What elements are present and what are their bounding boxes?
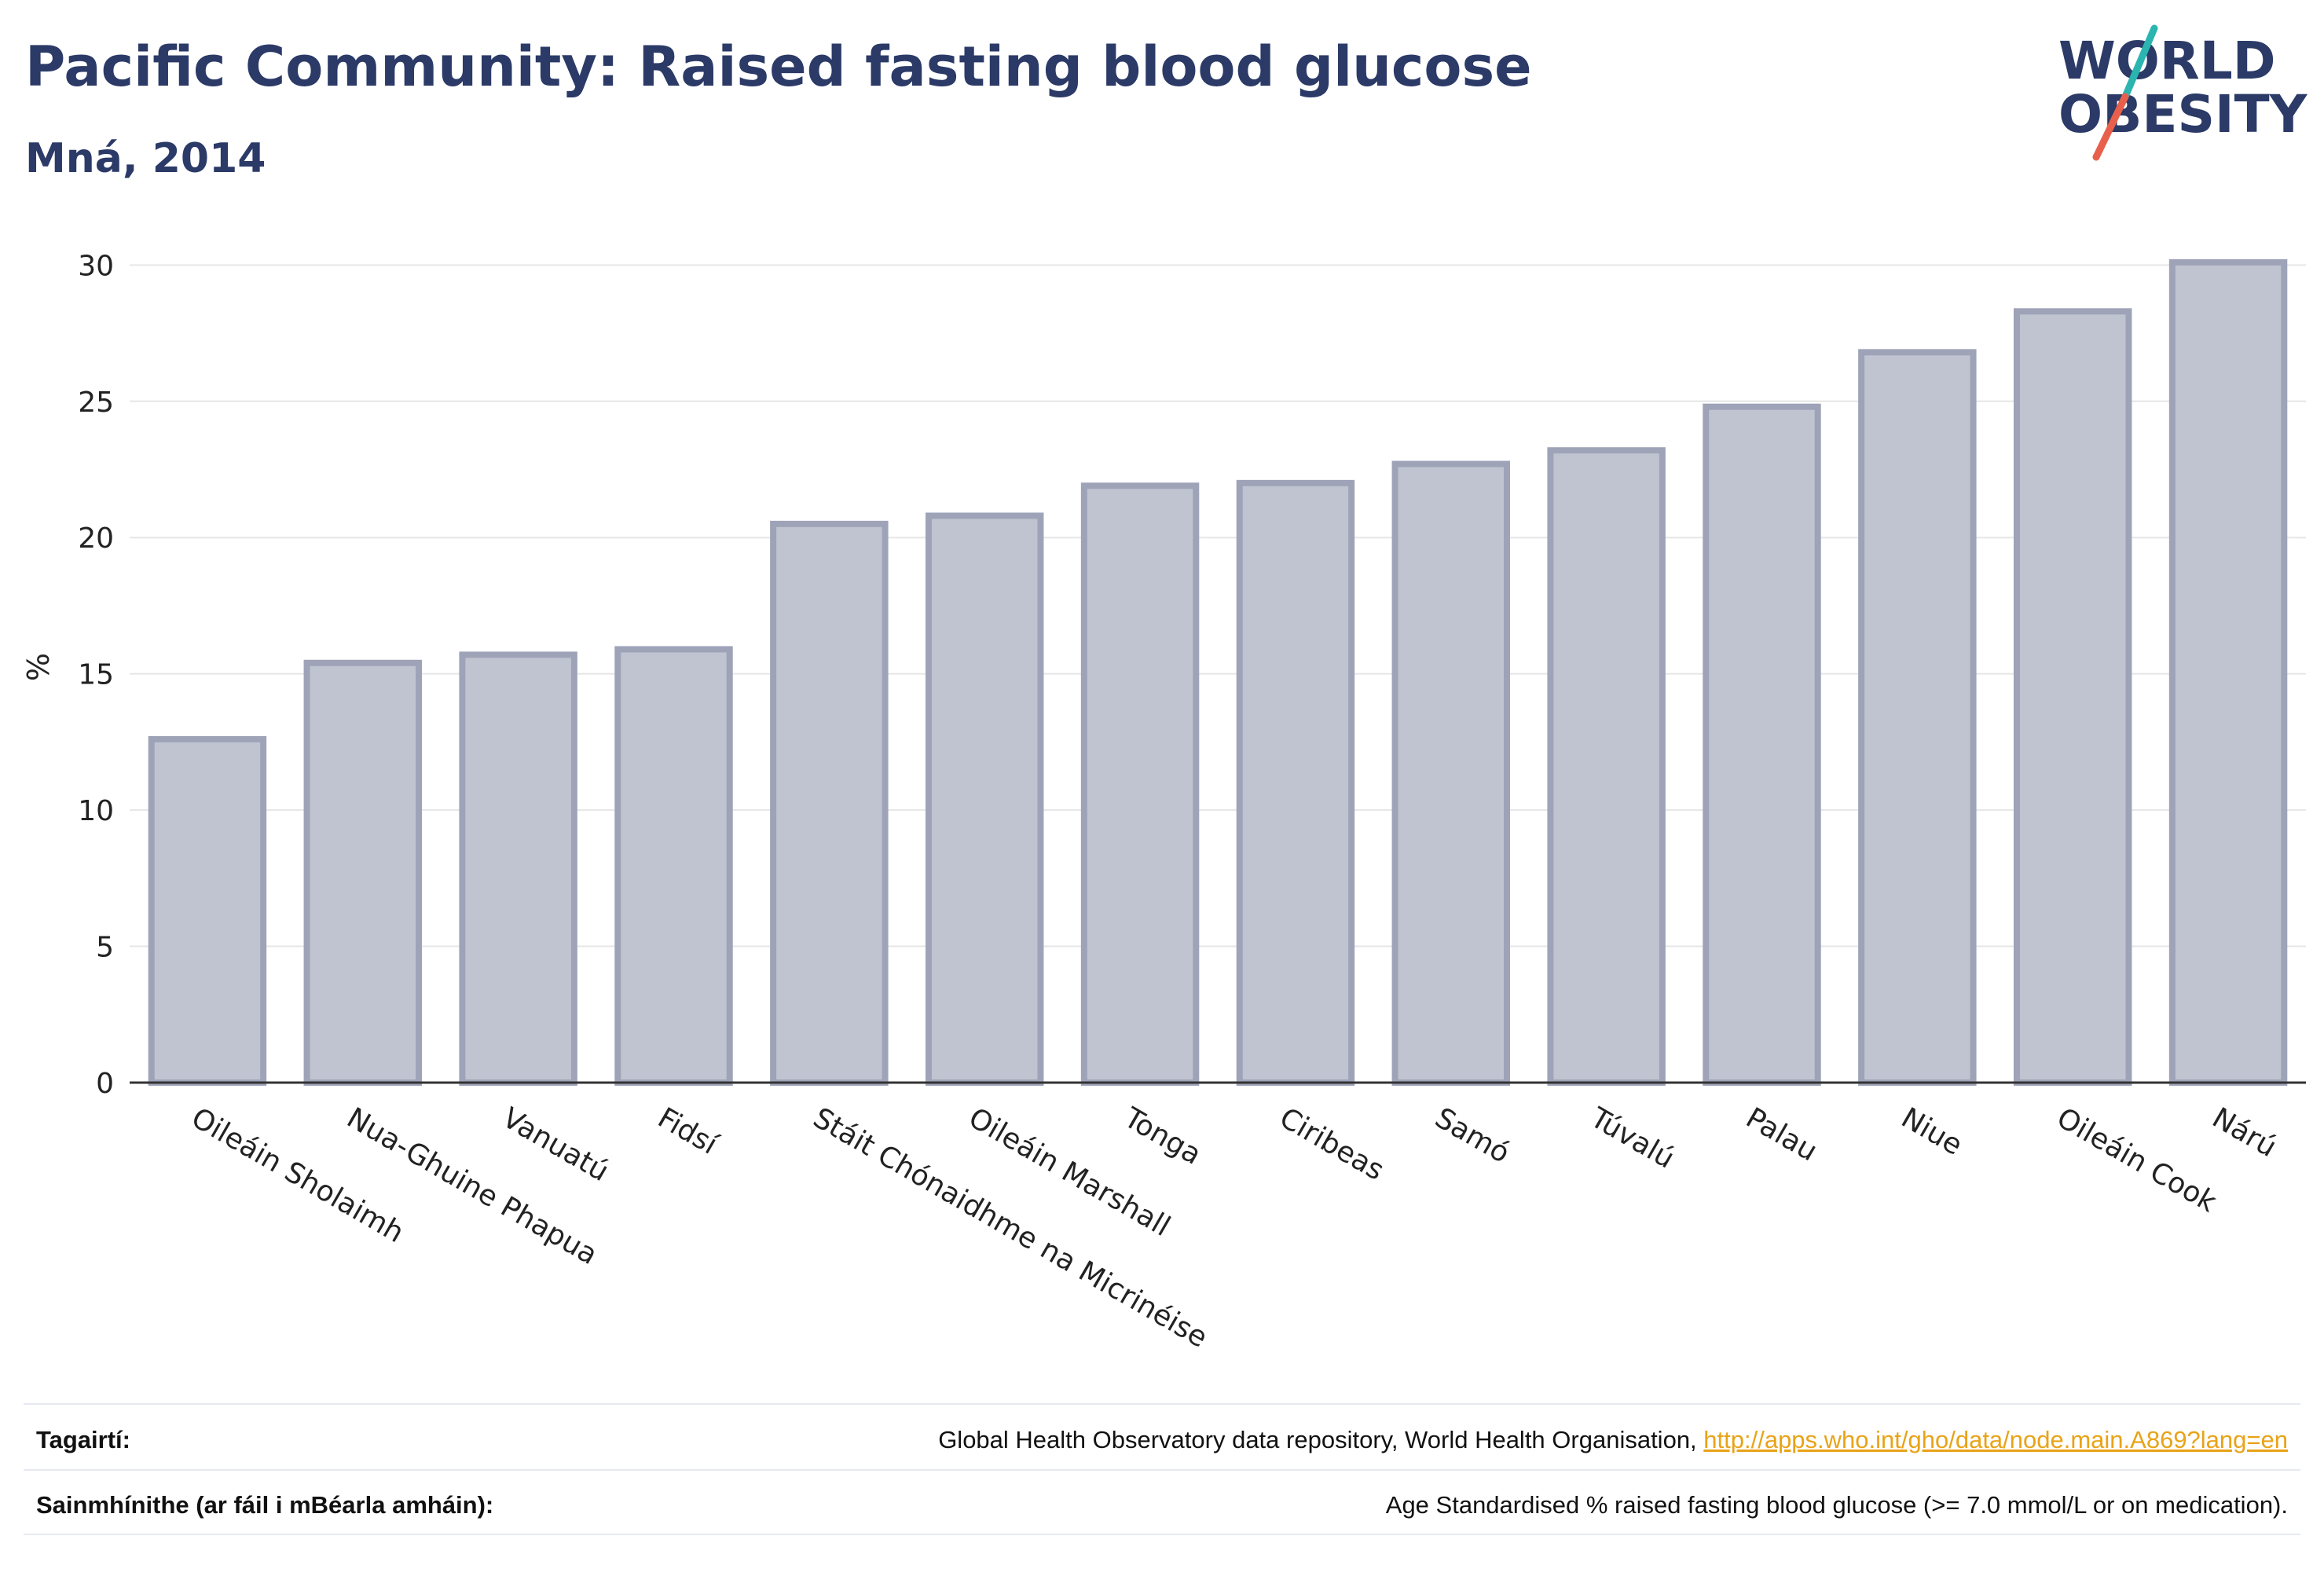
bar[interactable] — [614, 646, 733, 1086]
bar[interactable] — [1080, 482, 1200, 1086]
chart-subtitle: Mná, 2014 — [25, 135, 266, 182]
grid-lines — [130, 264, 2306, 947]
logo-accent-teal — [2121, 24, 2158, 101]
x-tick-label: Tonga — [1118, 1101, 1207, 1171]
bar[interactable] — [925, 512, 1044, 1086]
y-axis-label: % — [21, 653, 56, 681]
logo-accent-red — [2092, 93, 2129, 161]
x-tick-label: Oileáin Cook — [2051, 1101, 2222, 1219]
references-label: Tagairtí: — [36, 1426, 130, 1453]
references-value: Global Health Observatory data repositor… — [938, 1426, 2288, 1454]
x-tick-label: Samó — [1429, 1101, 1515, 1170]
y-tick-label: 10 — [78, 795, 114, 827]
x-tick-label: Nárú — [2207, 1101, 2282, 1164]
bar[interactable] — [2168, 258, 2288, 1087]
definitions-label: Sainmhínithe (ar fáil i mBéarla amháin): — [36, 1491, 494, 1519]
bar[interactable] — [1703, 403, 1821, 1086]
footer-divider-bottom — [24, 1534, 2300, 1535]
x-tick-label: Palau — [1740, 1101, 1823, 1167]
bars — [148, 258, 2288, 1087]
footer-divider-top — [24, 1403, 2300, 1405]
bar[interactable] — [1547, 447, 1666, 1086]
footer-divider-middle — [24, 1469, 2300, 1471]
y-tick-label: 25 — [78, 387, 114, 419]
chart-title: Pacific Community: Raised fasting blood … — [25, 35, 1532, 99]
bar[interactable] — [2013, 308, 2132, 1086]
logo-text-world: WORLD — [2058, 31, 2276, 91]
logo-text-obesity: OBESITY — [2058, 84, 2308, 145]
references-link[interactable]: http://apps.who.int/gho/data/node.main.A… — [1703, 1426, 2288, 1453]
bar[interactable] — [1236, 479, 1355, 1086]
x-tick-label: Niue — [1896, 1101, 1967, 1161]
x-tick-label: Fidsí — [652, 1101, 723, 1161]
x-tick-label: Vanuatú — [497, 1101, 614, 1188]
bar[interactable] — [770, 520, 889, 1086]
bar[interactable] — [303, 659, 423, 1086]
y-tick-label: 15 — [78, 659, 114, 691]
bar[interactable] — [1391, 460, 1511, 1086]
bar[interactable] — [1858, 349, 1977, 1086]
x-tick-label: Túvalú — [1584, 1101, 1679, 1175]
y-tick-label: 30 — [78, 250, 114, 282]
y-tick-label: 20 — [78, 522, 114, 555]
x-tick-label: Nua-Ghuine Phapua — [341, 1101, 603, 1271]
x-tick-label: Ciribeas — [1274, 1101, 1390, 1186]
bar[interactable] — [148, 735, 267, 1086]
references-text: Global Health Observatory data repositor… — [938, 1426, 1704, 1453]
definitions-value: Age Standardised % raised fasting blood … — [1385, 1491, 2288, 1519]
world-obesity-logo: WORLD OBESITY — [2058, 24, 2308, 161]
y-tick-label: 0 — [96, 1068, 114, 1100]
y-tick-label: 5 — [96, 932, 114, 964]
bar[interactable] — [459, 651, 577, 1086]
